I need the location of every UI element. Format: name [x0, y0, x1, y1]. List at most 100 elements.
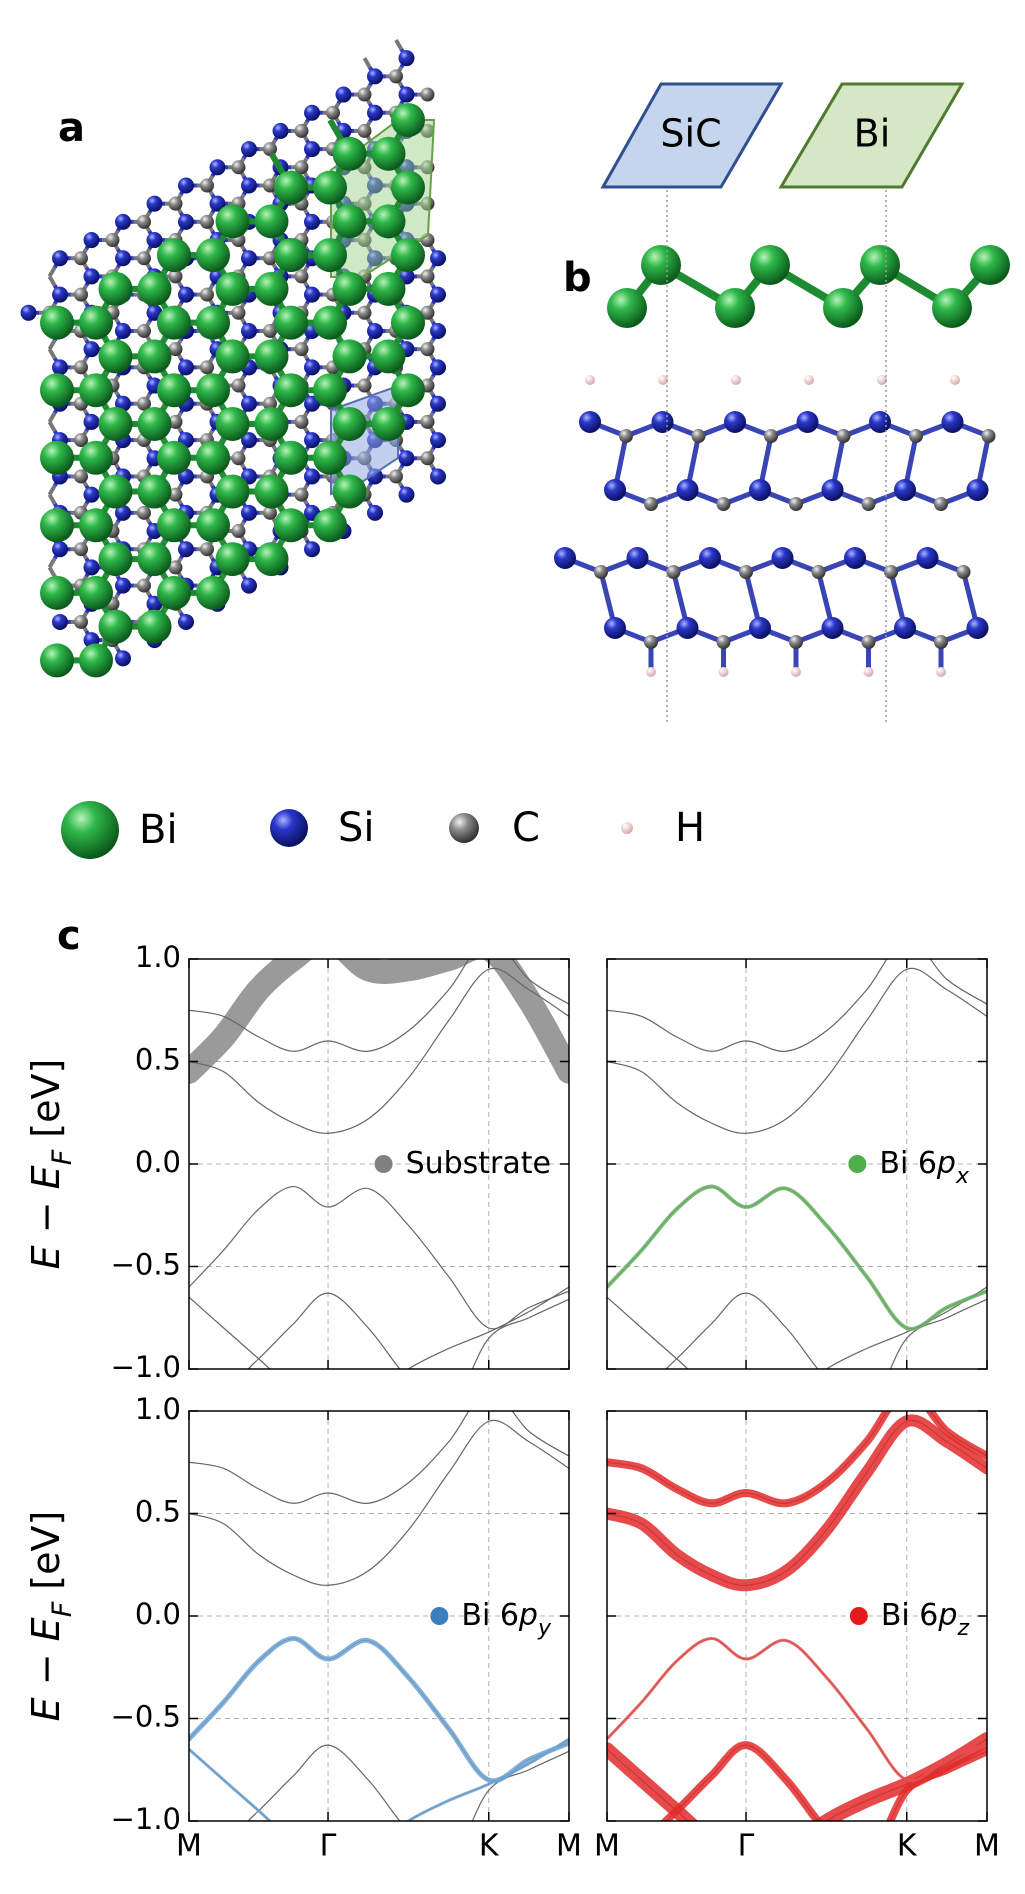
plot-area: [607, 959, 987, 1369]
atom: [357, 378, 372, 393]
band-line: [189, 1636, 569, 1784]
atom: [391, 238, 425, 273]
structure-art: [20, 38, 1010, 678]
legend-text: x: [955, 1164, 970, 1189]
atom: [676, 479, 699, 501]
plot-frame: [188, 958, 570, 1370]
atom: [209, 195, 226, 212]
atom: [215, 542, 250, 577]
atom: [115, 213, 131, 230]
atom: [750, 245, 790, 285]
legend-atom: [61, 801, 119, 859]
band-line: [607, 1637, 987, 1782]
atom: [209, 159, 226, 176]
y-label-part: [eV]: [24, 1059, 68, 1150]
atom: [83, 486, 100, 503]
atom: [332, 406, 367, 441]
atom: [263, 505, 277, 520]
bond: [47, 566, 57, 578]
atom: [691, 429, 706, 443]
atom: [594, 565, 608, 579]
atom: [294, 342, 309, 357]
bond: [362, 57, 372, 69]
atom: [367, 104, 383, 121]
atom: [40, 305, 74, 340]
atom: [40, 643, 74, 678]
atom: [398, 50, 415, 67]
atom: [391, 170, 425, 205]
atom: [313, 508, 347, 543]
legend-text: z: [956, 1616, 969, 1641]
atom: [860, 245, 900, 285]
y-axis-label: E − EF [eV]: [24, 1059, 79, 1270]
legend-label: Bi 6px: [879, 1146, 970, 1189]
atom: [137, 251, 151, 266]
atom: [718, 667, 729, 677]
atom: [821, 479, 844, 501]
atom: [196, 575, 230, 610]
atom: [731, 375, 741, 385]
legend-text: Substrate: [406, 1146, 551, 1181]
y-label-part: E: [24, 1697, 68, 1721]
atom: [241, 504, 257, 521]
bond: [47, 493, 57, 505]
atom: [821, 617, 844, 639]
atom: [231, 378, 246, 393]
legend-label: Substrate: [406, 1146, 551, 1181]
atom: [313, 238, 347, 273]
atom: [294, 487, 309, 502]
atom: [604, 617, 626, 639]
atom: [658, 375, 668, 385]
atom: [811, 565, 826, 579]
band-line: [607, 1414, 987, 1592]
atom: [98, 271, 133, 306]
atom: [676, 617, 699, 639]
atom: [294, 269, 309, 284]
atom: [970, 245, 1010, 285]
atom: [313, 373, 347, 408]
atom: [263, 178, 277, 193]
atom: [254, 204, 289, 239]
atom: [941, 411, 964, 433]
legend-text: Bi 6: [881, 1598, 939, 1633]
atom: [79, 575, 113, 610]
atom: [98, 474, 133, 509]
atom: [168, 196, 183, 211]
atom: [294, 160, 309, 175]
atom: [304, 286, 320, 303]
atom: [304, 468, 320, 485]
legend-text: Bi 6: [879, 1146, 937, 1181]
atom: [157, 508, 191, 543]
atom: [196, 238, 230, 273]
atom: [178, 286, 194, 303]
atom: [715, 288, 755, 328]
band-line: [189, 959, 569, 1052]
atom: [274, 373, 308, 408]
y-tick-label: 0.0: [135, 1145, 181, 1179]
atom: [168, 487, 183, 502]
atom: [254, 406, 289, 441]
atom: [231, 451, 246, 466]
atom: [115, 322, 131, 339]
atom: [200, 287, 214, 302]
atom: [909, 429, 923, 443]
band-line: [189, 959, 569, 1084]
band-line: [607, 967, 987, 1134]
atom: [430, 250, 446, 267]
atom: [79, 643, 113, 678]
bond: [47, 411, 57, 423]
atom: [894, 617, 916, 639]
bond: [327, 118, 343, 139]
atom: [398, 86, 415, 103]
atom: [200, 542, 214, 557]
atom: [137, 323, 151, 338]
atom: [40, 373, 74, 408]
atom: [274, 305, 308, 340]
atom: [966, 617, 989, 639]
atom: [157, 373, 191, 408]
atom: [877, 375, 887, 385]
atom: [666, 565, 681, 579]
x-tick-label: K: [479, 1829, 500, 1864]
y-tick-label: −1.0: [111, 1350, 181, 1384]
atom: [157, 305, 191, 340]
